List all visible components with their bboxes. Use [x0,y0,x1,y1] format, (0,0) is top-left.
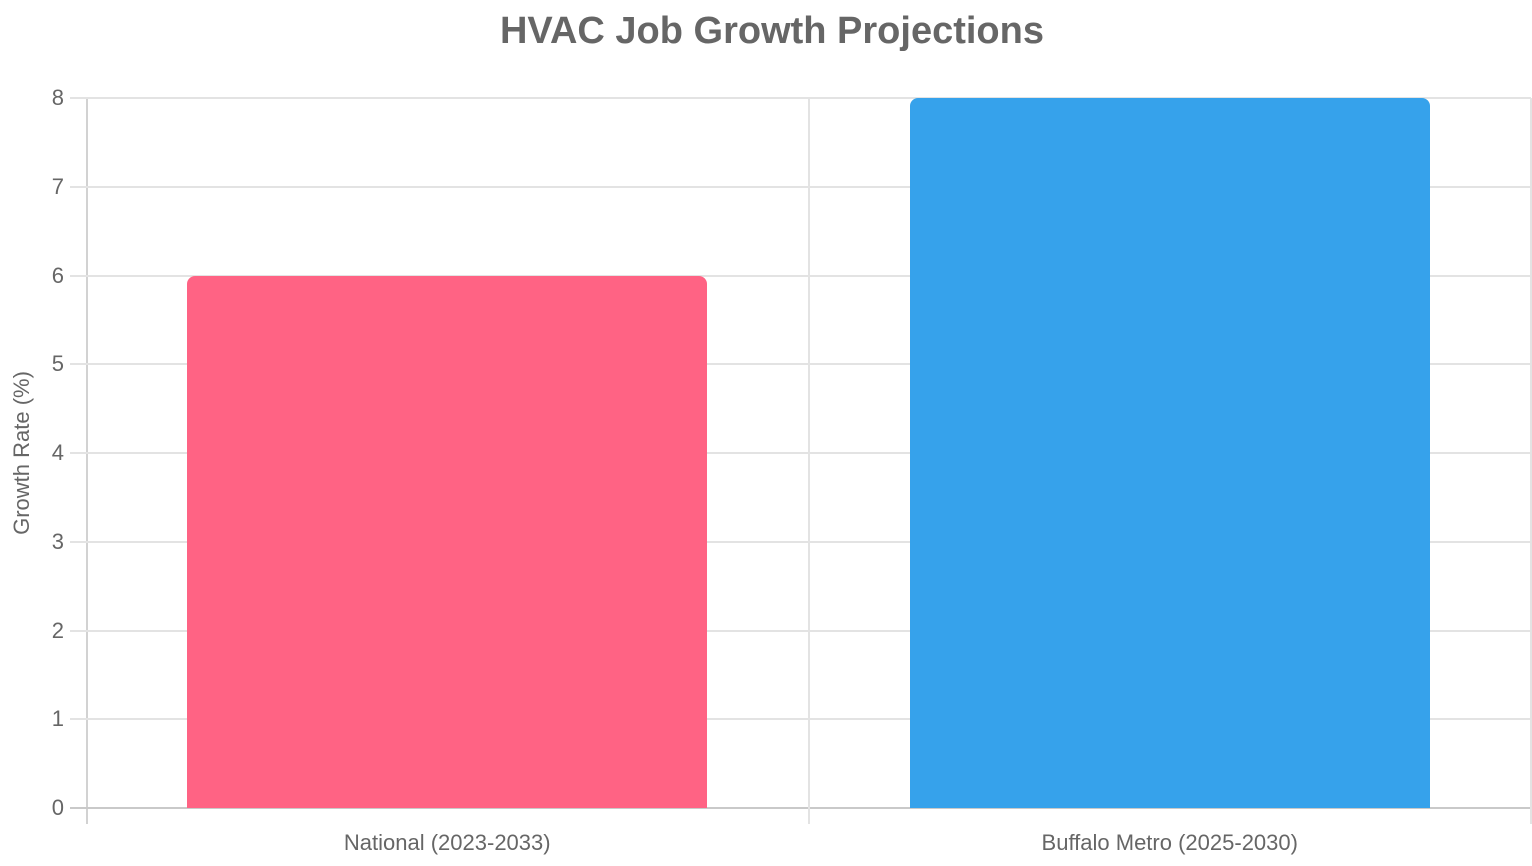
bar-national-2023-2033[interactable] [187,275,708,808]
gridline-horizontal [70,185,1531,188]
y-tick-label: 3 [51,528,64,554]
gridline-horizontal [70,274,1531,277]
gridline-vertical [1530,98,1532,824]
gridline-horizontal [70,452,1531,454]
gridline-horizontal [70,97,1531,99]
y-tick-label: 8 [51,85,64,110]
y-tick-label: 2 [51,617,64,643]
y-tick-label: 0 [51,795,64,820]
gridline-horizontal [70,718,1531,721]
y-axis-line [86,98,88,824]
y-tick-label: 7 [51,173,64,199]
y-tick-label: 5 [51,351,64,377]
gridline-horizontal [70,363,1531,366]
gridline-horizontal [70,540,1531,543]
x-tick-label: National (2023-2033) [343,830,551,855]
y-tick-label: 1 [51,706,64,732]
gridline-horizontal [70,629,1531,632]
y-tick-label: 6 [51,262,64,288]
gridline-vertical [807,98,810,824]
x-tick-label: Buffalo Metro (2025-2030) [1041,830,1298,855]
y-tick-label: 4 [51,440,64,465]
plot-area [70,97,1532,824]
chart-title: HVAC Job Growth Projections [499,10,1044,52]
x-axis-line [70,807,1531,809]
bar-buffalo-metro-2025-2030[interactable] [909,98,1430,808]
